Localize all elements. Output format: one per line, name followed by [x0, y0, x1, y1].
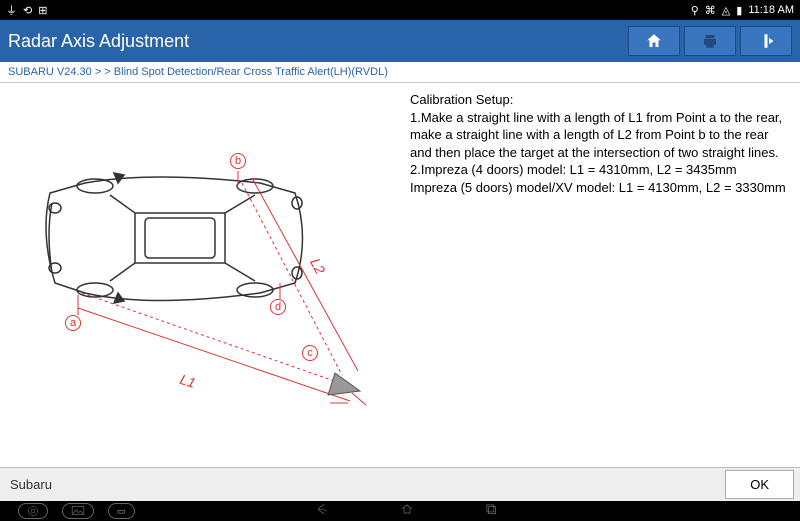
instruction-step2a: 2.Impreza (4 doors) model: L1 = 4310mm, …: [410, 161, 788, 179]
browser-icon[interactable]: [18, 503, 48, 519]
point-b-label: b: [230, 153, 246, 169]
usb-icon: ⏚: [6, 2, 17, 18]
content-area: a b c d L1 L2 Calibration Setup: 1.Make …: [0, 83, 800, 467]
breadcrumb-path: > Blind Spot Detection/Rear Cross Traffi…: [101, 66, 388, 78]
home-button[interactable]: [628, 26, 680, 56]
instruction-step1: 1.Make a straight line with a length of …: [410, 109, 788, 162]
breadcrumb: SUBARU V24.30 > > Blind Spot Detection/R…: [0, 62, 800, 83]
bluetooth-icon: ⌘: [705, 4, 716, 17]
print-button[interactable]: [684, 26, 736, 56]
android-navbar: ▭: [0, 501, 800, 521]
point-a-label: a: [65, 315, 81, 331]
instruction-step2b: Impreza (5 doors) model/XV model: L1 = 4…: [410, 179, 788, 197]
calibration-diagram: a b c d L1 L2: [0, 83, 410, 467]
ok-button[interactable]: OK: [725, 470, 794, 499]
home-nav-button[interactable]: [400, 502, 414, 521]
brand-label: Subaru: [6, 477, 725, 492]
instructions-heading: Calibration Setup:: [410, 91, 788, 109]
app-icon: ⊞: [38, 4, 47, 17]
wifi-icon: ◬: [722, 4, 730, 17]
bottombar: Subaru OK: [0, 467, 800, 501]
battery-icon: ▮: [736, 4, 742, 17]
titlebar: Radar Axis Adjustment: [0, 20, 800, 62]
exit-button[interactable]: [740, 26, 792, 56]
point-d-label: d: [270, 299, 286, 315]
sync-icon: ⟲: [23, 4, 32, 17]
location-icon: ⚲: [691, 4, 699, 17]
instructions-panel: Calibration Setup: 1.Make a straight lin…: [410, 83, 800, 467]
recents-button[interactable]: [484, 502, 498, 521]
breadcrumb-root: SUBARU V24.30 >: [8, 66, 101, 78]
point-c-label: c: [302, 345, 318, 361]
vci-icon[interactable]: ▭: [108, 503, 135, 519]
back-button[interactable]: [316, 502, 330, 521]
clock: 11:18 AM: [748, 4, 794, 16]
page-title: Radar Axis Adjustment: [8, 31, 624, 52]
android-statusbar: ⏚ ⟲ ⊞ ⚲ ⌘ ◬ ▮ 11:18 AM: [0, 0, 800, 20]
gallery-icon[interactable]: [62, 503, 94, 519]
